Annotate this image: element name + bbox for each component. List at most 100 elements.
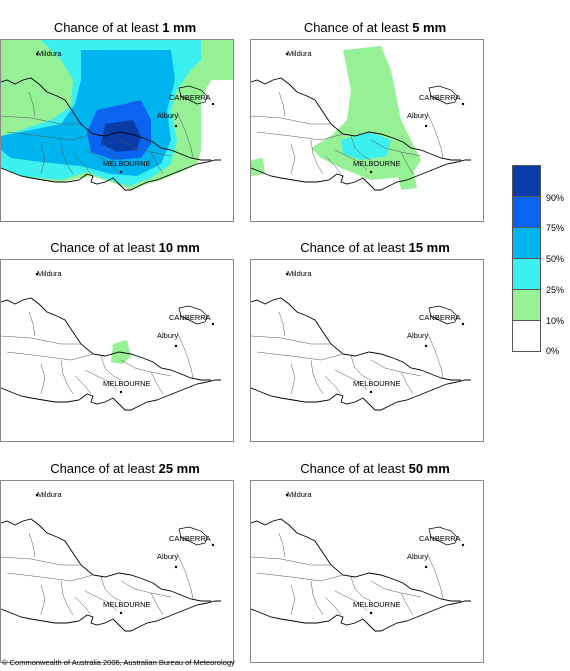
- district-boundary: [1, 556, 81, 566]
- district-boundary: [310, 359, 324, 395]
- map-25mm: Mildura CANBERRA Albury MELBOURNE: [0, 480, 234, 663]
- panel-title-5mm: Chance of at least 5 mm: [250, 20, 500, 35]
- district-boundary: [100, 576, 122, 602]
- district-boundary: [100, 355, 122, 381]
- coastline: [251, 600, 471, 632]
- place-label-canberra: CANBERRA: [419, 313, 461, 322]
- town-marker-canberra: [211, 322, 215, 326]
- act-border: [428, 85, 458, 105]
- place-label-albury: Albury: [407, 111, 429, 120]
- title-threshold: 5 mm: [412, 20, 447, 35]
- district-boundary: [400, 371, 414, 395]
- district-boundary: [256, 572, 344, 582]
- district-boundary: [256, 131, 344, 141]
- district-boundary: [290, 143, 296, 175]
- town-marker-mildura: [35, 52, 39, 56]
- district-boundary: [60, 359, 74, 395]
- district-boundary: [251, 556, 331, 566]
- district-boundary: [334, 369, 368, 391]
- place-label-melbourne: MELBOURNE: [103, 379, 151, 388]
- district-boundary: [120, 359, 172, 377]
- district-boundary: [324, 155, 342, 175]
- district-boundary: [28, 532, 36, 558]
- coastline: [1, 600, 221, 632]
- map-outlines: [1, 518, 221, 632]
- rain-area-25: [341, 132, 391, 160]
- district-boundary: [310, 139, 324, 175]
- district-boundary: [74, 155, 92, 175]
- coastline: [1, 379, 221, 411]
- district-boundary: [1, 335, 81, 345]
- act-border: [428, 526, 458, 546]
- district-boundary: [40, 363, 46, 395]
- district-boundary: [120, 139, 172, 157]
- map-canvas: Mildura CANBERRA Albury MELBOURNE: [251, 269, 471, 411]
- district-boundary: [6, 351, 94, 361]
- place-label-melbourne: MELBOURNE: [353, 379, 401, 388]
- legend-label-90: 90%: [546, 193, 565, 203]
- legend-swatch-75: [512, 196, 541, 227]
- district-boundary: [60, 580, 74, 616]
- legend-swatch-10: [512, 289, 541, 320]
- place-label-mildura: Mildura: [287, 49, 312, 58]
- rain-area-10: [311, 46, 421, 180]
- district-boundary: [28, 311, 36, 337]
- title-prefix: Chance of at least: [50, 461, 159, 476]
- legend-label-10: 10%: [546, 316, 565, 326]
- title-prefix: Chance of at least: [300, 461, 409, 476]
- district-boundary: [120, 580, 172, 598]
- rain-area-90: [101, 120, 141, 152]
- district-boundary: [28, 91, 36, 117]
- district-boundary: [176, 111, 194, 159]
- panel-title-15mm: Chance of at least 15 mm: [250, 240, 500, 255]
- coastline: [251, 159, 471, 191]
- district-boundary: [334, 149, 368, 171]
- panel-title-1mm: Chance of at least 1 mm: [0, 20, 250, 35]
- map-canvas: Mildura CANBERRA Albury MELBOURNE: [1, 40, 233, 191]
- district-boundary: [176, 331, 194, 379]
- place-label-mildura: Mildura: [37, 269, 62, 278]
- town-marker-canberra: [461, 322, 465, 326]
- town-marker-canberra: [461, 543, 465, 547]
- district-boundary: [426, 331, 444, 379]
- town-marker-canberra: [461, 102, 465, 106]
- district-boundary: [150, 371, 164, 395]
- act-border: [178, 85, 208, 105]
- town-marker-albury: [174, 565, 178, 569]
- town-marker-mildura: [35, 493, 39, 497]
- district-boundary: [290, 363, 296, 395]
- place-label-canberra: CANBERRA: [419, 93, 461, 102]
- district-boundary: [84, 149, 118, 171]
- district-boundary: [6, 131, 94, 141]
- place-label-melbourne: MELBOURNE: [353, 600, 401, 609]
- coastline: [1, 159, 221, 191]
- legend-label-75: 75%: [546, 223, 565, 233]
- place-label-albury: Albury: [157, 552, 179, 561]
- legend-swatch-25: [512, 258, 541, 289]
- legend-swatch-0: [512, 320, 541, 352]
- map-outlines: [251, 518, 471, 632]
- map-1mm: Mildura CANBERRA Albury MELBOURNE: [0, 39, 234, 222]
- title-threshold: 15 mm: [408, 240, 450, 255]
- legend-swatch-90: [512, 165, 541, 196]
- district-boundary: [40, 143, 46, 175]
- map-canvas: Mildura CANBERRA Albury MELBOURNE: [1, 490, 221, 632]
- map-5mm: Mildura CANBERRA Albury MELBOURNE: [250, 39, 484, 222]
- act-border: [428, 305, 458, 325]
- panel-title-50mm: Chance of at least 50 mm: [250, 461, 500, 476]
- map-outlines: [1, 297, 221, 411]
- district-boundary: [40, 584, 46, 616]
- town-marker-melbourne: [119, 611, 123, 615]
- title-threshold: 25 mm: [158, 461, 200, 476]
- town-marker-mildura: [285, 493, 289, 497]
- district-boundary: [150, 151, 164, 175]
- town-marker-mildura: [285, 272, 289, 276]
- map-outlines: [1, 77, 221, 191]
- place-label-melbourne: MELBOURNE: [353, 159, 401, 168]
- district-boundary: [310, 580, 324, 616]
- place-label-melbourne: MELBOURNE: [103, 600, 151, 609]
- place-label-mildura: Mildura: [37, 49, 62, 58]
- legend: [512, 165, 541, 352]
- district-boundary: [324, 375, 342, 395]
- town-marker-albury: [174, 124, 178, 128]
